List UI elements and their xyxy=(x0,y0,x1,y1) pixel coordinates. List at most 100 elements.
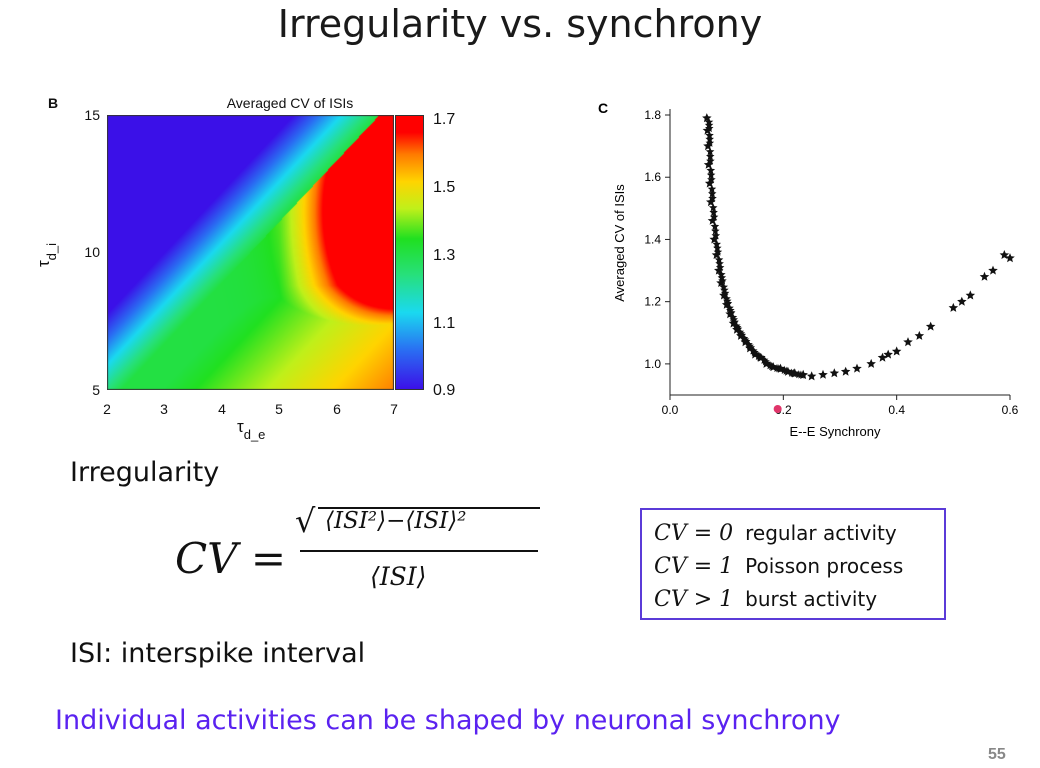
scatter-points xyxy=(702,113,1015,381)
scatter-point xyxy=(707,175,716,184)
scatter-point xyxy=(706,197,716,207)
scatter-point xyxy=(840,366,851,376)
x-tick: 5 xyxy=(275,401,283,417)
isi-definition: ISI: interspike interval xyxy=(70,638,366,669)
scatter-point xyxy=(708,193,717,203)
scatter-point xyxy=(806,371,817,381)
scatter-point xyxy=(709,234,719,244)
heatmap-panel: B Averaged CV of ISIs 1.7 1.5 1.3 1.1 0.… xyxy=(34,95,480,455)
scatter-point xyxy=(706,165,716,175)
definition-row: CV > 1 burst activity xyxy=(654,586,877,612)
scatter-y-tick: 1.4 xyxy=(644,232,661,246)
scatter-point xyxy=(705,123,714,133)
definition-text: burst activity xyxy=(745,587,878,611)
definition-row: CV = 0 regular activity xyxy=(654,520,897,546)
scatter-y-tick: 1.8 xyxy=(644,108,661,122)
scatter-point xyxy=(761,357,770,366)
scatter-point xyxy=(705,147,715,156)
y-tick: 5 xyxy=(92,382,100,398)
scatter-point xyxy=(852,363,862,373)
x-tick: 3 xyxy=(160,401,168,417)
scatter-panel: C 0.0 0.2 0.4 0.61.81.61.41.21.0 E--E Synch… xyxy=(598,100,1019,439)
scatter-point xyxy=(715,259,724,268)
y-tick: 15 xyxy=(84,107,100,123)
scatter-point xyxy=(744,340,753,349)
x-tick: 7 xyxy=(390,401,398,417)
scatter-point xyxy=(720,288,730,297)
scatter-point xyxy=(713,243,722,252)
scatter-point xyxy=(711,231,721,240)
scatter-point xyxy=(709,207,718,217)
scatter-point xyxy=(710,221,720,231)
scatter-point xyxy=(708,203,718,212)
panel-b-letter: B xyxy=(48,95,59,111)
scatter-point xyxy=(759,355,769,364)
x-axis-subscript: d_e xyxy=(243,427,266,442)
panel-c-letter: C xyxy=(598,100,608,116)
scatter-point xyxy=(925,321,936,331)
scatter-point xyxy=(891,346,902,356)
x-axis-symbol: τ xyxy=(237,417,244,436)
cv-definitions-box: CV = 0 regular activity CV = 1 Poisson pro… xyxy=(640,508,946,620)
scatter-y-label: Averaged CV of ISIs xyxy=(612,184,627,302)
x-axis-label: τd_e xyxy=(237,417,265,442)
sqrt-bar xyxy=(318,507,540,509)
scatter-point xyxy=(706,156,715,165)
scatter-axes: 0.0 0.2 0.4 0.61.81.61.41.21.0 xyxy=(644,108,1018,417)
sqrt-icon: √ xyxy=(295,502,316,540)
scatter-y-tick: 1.2 xyxy=(644,295,661,309)
definition-row: CV = 1 Poisson process xyxy=(654,553,903,579)
y-axis-subscript: d_i xyxy=(44,242,60,261)
scatter-x-tick: 0.0 xyxy=(662,403,679,417)
colorbar-tick: 1.5 xyxy=(433,179,456,196)
scatter-point xyxy=(706,151,715,161)
formula-denominator: ⟨ISI⟩ xyxy=(370,562,427,591)
definition-text: regular activity xyxy=(745,521,897,545)
scatter-point xyxy=(740,335,750,344)
scatter-point xyxy=(1005,253,1015,263)
definition-text: Poisson process xyxy=(745,554,904,578)
scatter-point xyxy=(883,349,893,359)
irregularity-heading: Irregularity xyxy=(70,457,220,488)
scatter-point xyxy=(979,271,990,281)
scatter-point xyxy=(706,170,716,179)
formula-lhs: CV = xyxy=(175,534,287,583)
heatmap-title: Averaged CV of ISIs xyxy=(226,95,354,111)
fraction-bar xyxy=(300,550,538,552)
scatter-point xyxy=(988,265,998,275)
scatter-point xyxy=(965,290,976,300)
scatter-point xyxy=(717,270,726,279)
scatter-point xyxy=(866,358,876,368)
y-axis-symbol: τ xyxy=(34,260,54,268)
scatter-point xyxy=(705,134,714,143)
page-number: 55 xyxy=(988,746,1006,763)
scatter-point xyxy=(708,189,717,198)
colorbar-tick: 1.7 xyxy=(433,111,456,128)
scatter-point xyxy=(877,352,888,362)
cursor-icon xyxy=(773,405,782,413)
scatter-point xyxy=(948,302,959,312)
scatter-y-tick: 1.6 xyxy=(644,170,661,184)
slide-title: Irregularity vs. synchrony xyxy=(277,2,763,46)
scatter-point xyxy=(712,239,721,248)
scatter-point xyxy=(707,215,718,225)
definition-math: CV > 1 xyxy=(654,587,734,612)
colorbar-tick: 1.3 xyxy=(433,247,456,264)
scatter-point xyxy=(707,184,717,193)
y-axis-label: τd_i xyxy=(34,243,59,268)
scatter-point xyxy=(748,346,758,355)
scatter-x-tick: 0.4 xyxy=(888,403,905,417)
colorbar-tick: 1.1 xyxy=(433,315,456,332)
colorbar-tick: 0.9 xyxy=(433,382,456,399)
scatter-point xyxy=(714,255,724,264)
x-tick: 6 xyxy=(333,401,341,417)
scatter-point xyxy=(715,263,725,272)
scatter-point xyxy=(914,330,925,340)
scatter-point xyxy=(818,369,828,379)
scatter-point xyxy=(798,370,808,379)
scatter-y-tick: 1.0 xyxy=(644,357,661,371)
heatmap-image xyxy=(107,115,394,390)
scatter-x-label: E--E Synchrony xyxy=(789,424,881,439)
y-tick: 10 xyxy=(84,244,100,260)
scatter-point xyxy=(705,138,715,147)
